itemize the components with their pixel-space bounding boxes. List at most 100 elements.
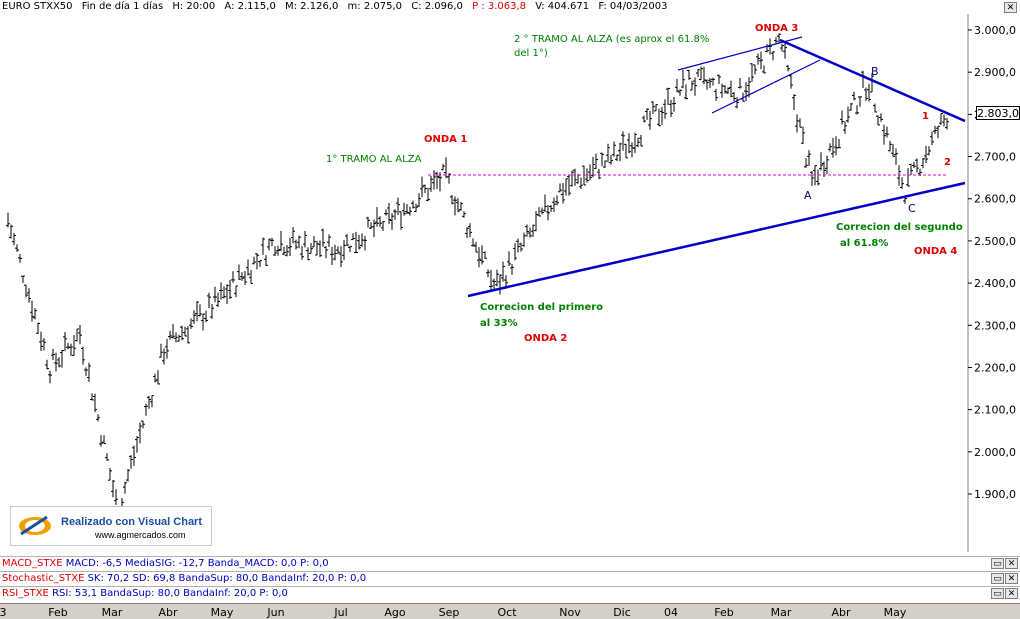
wave-c-label: C <box>908 202 916 215</box>
ohlc-bar <box>213 286 217 303</box>
ohlc-bar <box>891 143 895 157</box>
y-tick-label: 3.000,0 <box>974 24 1016 37</box>
ohlc-bar <box>879 113 883 122</box>
ohlc-bar <box>468 223 472 238</box>
ohlc-bar <box>237 264 241 280</box>
ohlc-bar <box>504 275 508 287</box>
ohlc-bar <box>543 194 547 212</box>
ohlc-bar <box>696 68 700 77</box>
ohlc-bar <box>825 155 829 175</box>
ohlc-bar <box>339 246 343 267</box>
ohlc-bar <box>555 195 559 206</box>
ohlc-bar <box>552 197 556 212</box>
ohlc-bar <box>525 224 529 237</box>
ohlc-bar <box>738 78 742 89</box>
ohlc-bar <box>816 169 820 186</box>
ohlc-bar <box>132 445 136 467</box>
ohlc-bar <box>153 373 157 383</box>
stoch-close-button[interactable]: ▭ <box>991 573 1004 584</box>
macd-remove-button[interactable]: ✕ <box>1005 558 1018 569</box>
ohlc-bar <box>894 148 898 165</box>
ohlc-bar <box>510 264 514 275</box>
ohlc-bar <box>828 143 832 152</box>
ohlc-bar <box>465 227 469 239</box>
ohlc-bar <box>522 232 526 247</box>
ohlc-bar <box>195 301 199 322</box>
ohlc-bar <box>402 202 406 216</box>
ohlc-bar <box>561 183 565 204</box>
ohlc-bar <box>648 110 652 130</box>
ohlc-bar <box>876 115 880 126</box>
ohlc-bar <box>906 168 910 187</box>
rsi-name: RSI_STXE <box>2 588 49 599</box>
ohlc-bar <box>108 467 112 481</box>
rsi-remove-button[interactable]: ✕ <box>1005 588 1018 599</box>
ohlc-bar <box>495 269 499 287</box>
ohlc-bar <box>432 170 436 190</box>
ohlc-bar <box>408 206 412 216</box>
sub-wave-1-label: 1 <box>922 111 929 122</box>
ohlc-bar <box>792 94 796 110</box>
x-tick-label: Feb <box>48 606 68 619</box>
ohlc-bar <box>63 332 67 352</box>
ohlc-bar <box>579 177 583 189</box>
ohlc-bar <box>174 332 178 343</box>
y-tick-label: 1.900,0 <box>974 488 1016 501</box>
ohlc-bar <box>714 88 718 101</box>
ohlc-bar <box>501 261 505 282</box>
ohlc-bar <box>687 69 691 80</box>
ohlc-bar <box>507 251 511 267</box>
ohlc-bar <box>39 331 43 352</box>
ohlc-bar <box>9 224 13 239</box>
ohlc-bar <box>12 232 16 246</box>
ohlc-bar <box>30 300 34 322</box>
ohlc-bar <box>72 335 76 356</box>
ohlc-bar <box>423 184 427 194</box>
ohlc-bar <box>297 235 301 249</box>
ohlc-bars <box>6 33 949 526</box>
ohlc-bar <box>750 63 754 82</box>
ohlc-bar <box>6 212 10 228</box>
ohlc-bar <box>939 113 943 126</box>
y-tick-label: 2.100,0 <box>974 404 1016 417</box>
ohlc-bar <box>396 197 400 215</box>
ohlc-bar <box>57 357 61 368</box>
ohlc-bar <box>927 146 931 156</box>
stoch-remove-button[interactable]: ✕ <box>1005 573 1018 584</box>
ohlc-bar <box>24 284 28 298</box>
ohlc-bar <box>618 142 622 162</box>
support-trendline <box>467 181 966 298</box>
ohlc-bar <box>453 196 457 216</box>
ohlc-bar <box>387 202 391 224</box>
ohlc-bar <box>156 370 160 385</box>
ohlc-bar <box>837 138 841 149</box>
ohlc-bar <box>624 143 628 159</box>
ohlc-bar <box>765 44 769 53</box>
ohlc-bar <box>33 308 37 320</box>
rsi-panel: RSI_STXE RSI: 53,1 BandaSup: 80,0 BandaI… <box>0 586 1020 600</box>
ohlc-bar <box>633 132 637 154</box>
close-chart-button[interactable]: ✕ <box>1004 2 1017 13</box>
ohlc-bar <box>192 310 196 324</box>
ohlc-bar <box>774 37 778 44</box>
channel-lower-line <box>711 59 821 114</box>
ohlc-bar <box>303 230 307 248</box>
ohlc-bar <box>921 157 925 169</box>
macd-close-button[interactable]: ▭ <box>991 558 1004 569</box>
ohlc-bar <box>102 435 106 445</box>
ohlc-bar <box>258 260 262 267</box>
tramo2-label-line1: 2 ° TRAMO AL ALZA (es aprox el 61.8% <box>514 34 710 45</box>
ohlc-bar <box>204 310 208 323</box>
ohlc-bar <box>843 121 847 134</box>
ohlc-bar <box>666 87 670 105</box>
ohlc-bar <box>378 216 382 227</box>
ohlc-bar <box>279 231 283 252</box>
symbol-name: EURO STXX50 <box>2 1 73 12</box>
ohlc-bar <box>372 219 376 238</box>
visual-chart-logo: Realizado con Visual Chart www.agmercado… <box>10 506 212 546</box>
ohlc-bar <box>678 89 682 96</box>
ohlc-bar <box>909 163 913 175</box>
rsi-close-button[interactable]: ▭ <box>991 588 1004 599</box>
ohlc-bar <box>426 187 430 202</box>
ohlc-bar <box>756 53 760 65</box>
